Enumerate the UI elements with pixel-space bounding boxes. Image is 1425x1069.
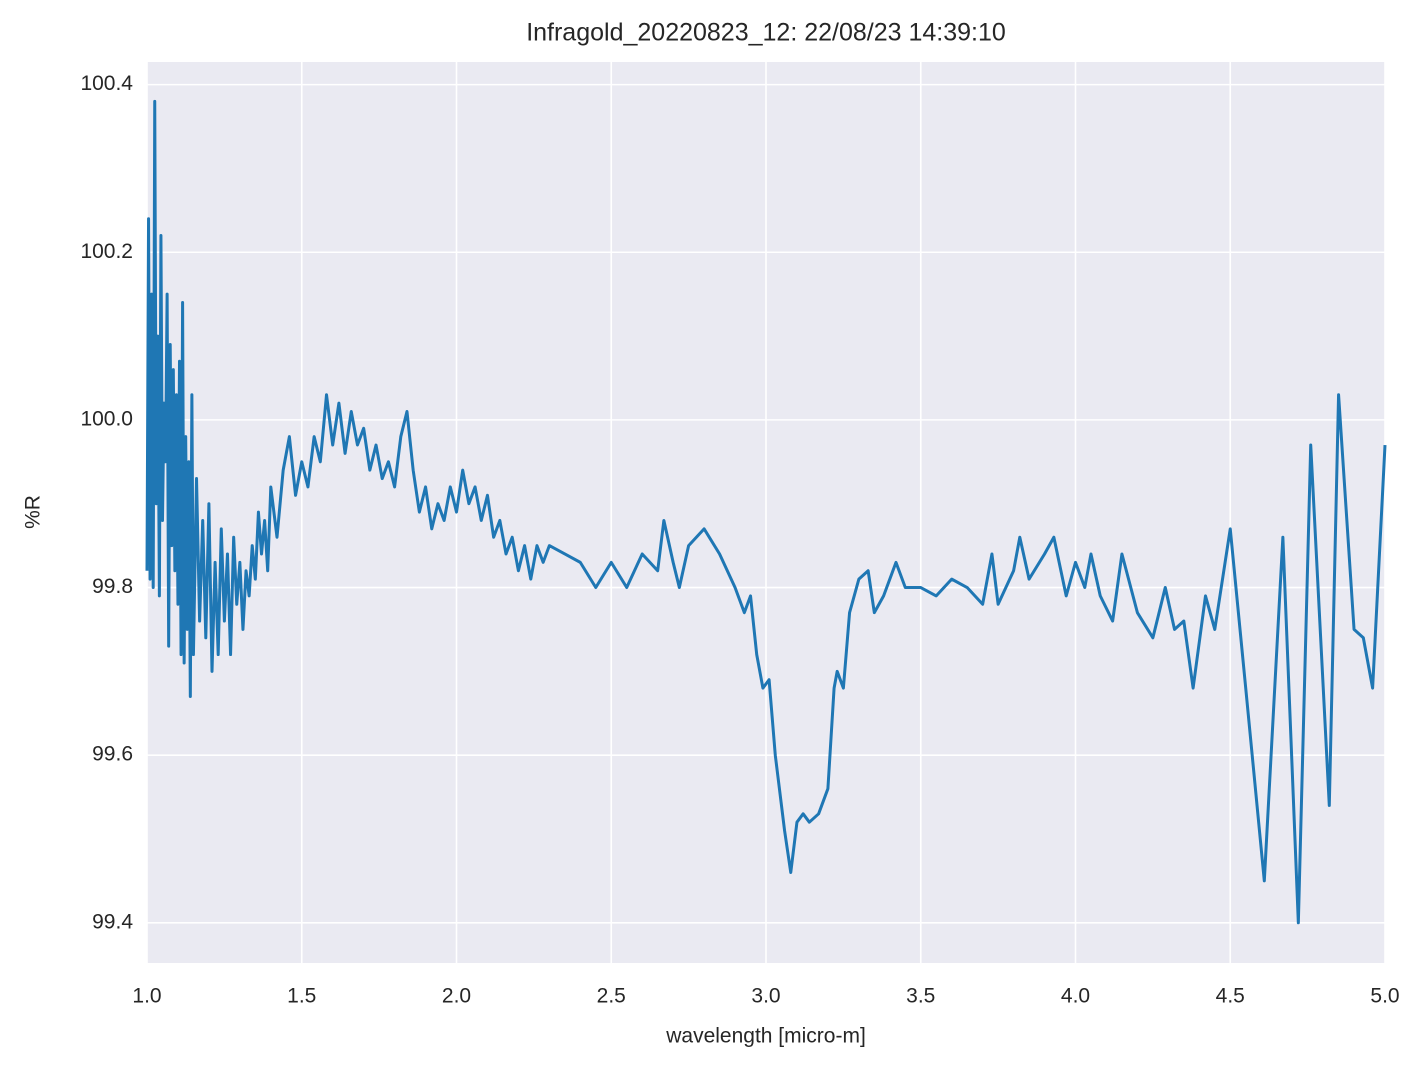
y-tick-label: 99.6 — [92, 743, 133, 766]
x-tick-label: 5.0 — [1370, 985, 1399, 1008]
y-axis-label: %R — [22, 495, 45, 529]
grid — [146, 62, 1386, 963]
chart-title: Infragold_20220823_12: 22/08/23 14:39:10 — [526, 19, 1006, 47]
marks — [145, 99, 1387, 925]
x-tick-label: 2.5 — [597, 985, 626, 1008]
x-tick-label: 2.0 — [442, 985, 471, 1008]
y-tick-label: 100.2 — [80, 240, 133, 263]
x-tick-label: 4.0 — [1061, 985, 1090, 1008]
x-tick-label: 3.0 — [751, 985, 780, 1008]
y-tick-label: 99.8 — [92, 575, 133, 598]
x-tick-label: 3.5 — [906, 985, 935, 1008]
x-axis-label: wavelength [micro-m] — [665, 1025, 866, 1048]
data-line — [145, 99, 1387, 925]
y-tick-label: 100.0 — [80, 407, 133, 430]
y-tick-label: 100.4 — [80, 72, 133, 95]
x-tick-label: 1.0 — [132, 985, 161, 1008]
x-tick-label: 1.5 — [287, 985, 316, 1008]
x-tick-label: 4.5 — [1216, 985, 1245, 1008]
y-tick-label: 99.4 — [92, 910, 133, 933]
